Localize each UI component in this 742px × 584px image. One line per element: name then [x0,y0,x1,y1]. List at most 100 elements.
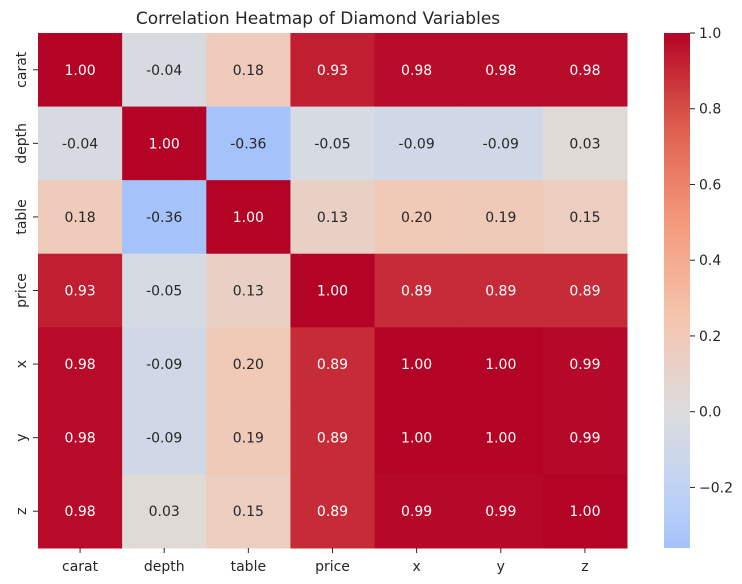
x-tick-label: price [315,559,350,575]
y-tick-label: carat [14,51,30,88]
heatmap-cell [38,180,123,255]
cell-value-label: -0.05 [314,136,350,152]
heatmap-cell [122,253,207,328]
cell-value-label: 1.00 [149,136,180,152]
y-tick-label: x [14,360,30,368]
heatmap-cell [374,400,460,475]
cell-value-label: -0.09 [399,136,435,152]
cell-value-label: 1.00 [233,210,264,226]
heatmap-cell [206,180,291,255]
cell-value-label: 0.93 [64,284,95,300]
cell-value-label: 0.98 [64,431,95,447]
heatmap-cell [458,474,544,549]
cell-value-label: 1.00 [317,284,348,300]
cell-value-label: 0.89 [569,284,600,300]
colorbar-tick-label: 0.2 [699,329,721,345]
x-tick-label: y [497,559,505,575]
cell-value-label: 0.98 [485,63,516,79]
cell-value-label: 1.00 [485,431,516,447]
cell-value-label: 0.19 [485,210,516,226]
cell-value-label: 0.03 [569,136,600,152]
heatmap-cell [290,253,376,328]
cell-value-label: 0.99 [569,431,600,447]
cell-value-label: 0.20 [233,357,264,373]
cell-value-label: 1.00 [485,357,516,373]
cell-value-label: 0.13 [233,284,264,300]
cell-value-label: 1.00 [401,431,432,447]
cell-value-label: -0.36 [230,136,266,152]
heatmap-cell [542,33,628,108]
cell-value-label: 1.00 [569,504,600,520]
heatmap-cell [458,327,544,402]
heatmap-cell [38,400,123,475]
heatmap-cell [290,33,376,108]
x-tick-label: carat [62,559,99,575]
x-tick-label: z [581,559,588,575]
heatmap-cell [290,106,376,181]
cell-value-label: -0.04 [62,136,98,152]
cell-value-label: 0.15 [569,210,600,226]
heatmap-cell [458,400,544,475]
y-tick-label: table [14,199,30,234]
cell-value-label: -0.04 [146,63,182,79]
cell-value-label: 0.89 [317,431,348,447]
heatmap-cell [458,180,544,255]
colorbar-gradient [664,33,690,548]
cell-value-label: 0.18 [233,63,264,79]
heatmap-cell [122,327,207,402]
cell-value-label: -0.09 [483,136,519,152]
x-tick-label: depth [144,559,185,575]
cell-value-label: 0.98 [401,63,432,79]
heatmap-cell [122,180,207,255]
cell-value-label: 0.99 [485,504,516,520]
heatmap-cell [206,474,291,549]
cell-value-label: 0.99 [569,357,600,373]
cell-value-label: 0.89 [317,357,348,373]
colorbar-tick-label: −0.2 [699,480,733,496]
heatmap-cell [542,327,628,402]
cell-value-label: 0.13 [317,210,348,226]
cell-value-label: 0.98 [64,357,95,373]
heatmap-cell [458,33,544,108]
cell-value-label: 0.98 [569,63,600,79]
heatmap-cell [374,33,460,108]
heatmap-cell [206,106,291,181]
cell-value-label: 0.89 [401,284,432,300]
heatmap-cell [38,327,123,402]
cell-value-label: -0.09 [146,357,182,373]
heatmap-cell [374,253,460,328]
heatmap-cell [290,400,376,475]
heatmap-cell [542,400,628,475]
colorbar-tick-label: 0.4 [699,253,721,269]
y-tick-label: y [14,433,30,441]
heatmap-cell [206,327,291,402]
heatmap-cell [206,400,291,475]
heatmap-cell [374,474,460,549]
y-tick-label: price [14,273,30,308]
chart-title: Correlation Heatmap of Diamond Variables [136,9,500,29]
heatmap-cell [38,106,123,181]
x-axis-ticks: carat depth table price x y z [62,548,589,575]
cell-value-label: -0.05 [146,284,182,300]
colorbar: 1.0 0.8 0.6 0.4 0.2 0.0 −0.2 [664,26,733,548]
colorbar-tick-label: 0.8 [699,102,721,118]
heatmap-cell [542,106,628,181]
colorbar-tick-label: 0.0 [699,405,721,421]
heatmap-cell [38,474,123,549]
heatmap-cell [290,327,376,402]
cell-value-label: 0.18 [64,210,95,226]
heatmap-cell [458,106,544,181]
heatmap-cell [122,106,207,181]
colorbar-tick-label: 0.6 [699,177,721,193]
heatmap-cell [542,180,628,255]
cell-value-label: 1.00 [401,357,432,373]
y-axis-ticks: carat depth table price x y z [14,51,38,515]
cell-value-label: 0.89 [485,284,516,300]
cell-value-label: 0.03 [149,504,180,520]
cell-value-label: 0.98 [64,504,95,520]
heatmap-cell [38,253,123,328]
heatmap-cell [290,180,376,255]
cell-value-label: -0.09 [146,431,182,447]
heatmap-cell [290,474,376,549]
